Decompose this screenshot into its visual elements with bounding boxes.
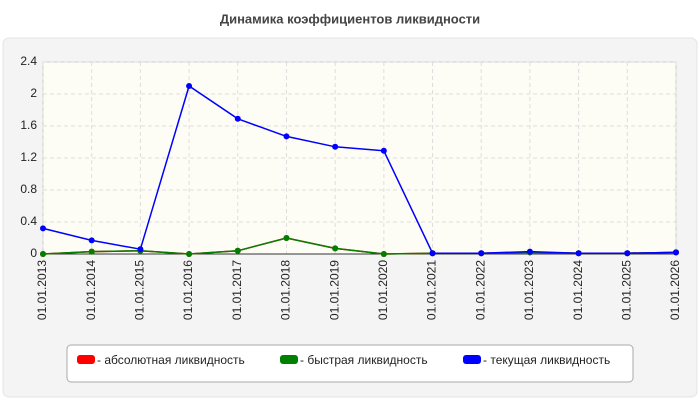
data-point bbox=[624, 250, 631, 257]
legend-label: - быстрая ликвидность bbox=[300, 353, 428, 367]
x-tick-label: 01.01.2024 bbox=[571, 260, 585, 320]
data-point bbox=[40, 251, 46, 257]
x-tick-label: 01.01.2016 bbox=[181, 260, 195, 320]
data-point bbox=[332, 245, 339, 252]
y-tick-label: 2 bbox=[30, 86, 37, 100]
x-tick-label: 01.01.2015 bbox=[133, 260, 147, 320]
x-tick-label: 01.01.2021 bbox=[425, 260, 439, 320]
data-point bbox=[526, 248, 533, 255]
data-point bbox=[575, 250, 582, 257]
x-tick-label: 01.01.2023 bbox=[522, 260, 536, 320]
y-tick-label: 0 bbox=[30, 246, 37, 260]
x-tick-label: 01.01.2013 bbox=[35, 260, 49, 320]
x-tick-label: 01.01.2026 bbox=[668, 260, 682, 320]
data-point bbox=[429, 250, 436, 257]
x-tick-label: 01.01.2017 bbox=[230, 260, 244, 320]
y-tick-label: 1.2 bbox=[20, 150, 37, 164]
legend bbox=[66, 344, 634, 383]
x-tick-label: 01.01.2019 bbox=[327, 260, 341, 320]
data-point bbox=[673, 249, 679, 256]
data-point bbox=[478, 250, 485, 257]
data-point bbox=[380, 251, 387, 257]
data-point bbox=[88, 248, 95, 255]
legend-swatch bbox=[463, 355, 481, 364]
data-point bbox=[137, 246, 144, 253]
y-tick-label: 2.4 bbox=[20, 54, 37, 68]
x-tick-label: 01.01.2014 bbox=[84, 260, 98, 320]
data-point bbox=[186, 83, 193, 89]
data-point bbox=[40, 225, 46, 232]
data-point bbox=[380, 147, 387, 154]
legend-label: - абсолютная ликвидность bbox=[97, 353, 245, 367]
data-point bbox=[186, 251, 193, 257]
data-point bbox=[234, 115, 241, 122]
data-point bbox=[88, 237, 95, 244]
series-line bbox=[42, 84, 677, 254]
x-tick-label: 01.01.2020 bbox=[376, 260, 390, 320]
legend-label: - текущая ликвидность bbox=[483, 353, 610, 367]
chart-title: Динамика коэффициентов ликвидности bbox=[220, 11, 480, 26]
x-tick-label: 01.01.2018 bbox=[279, 260, 293, 320]
y-tick-label: 1.6 bbox=[20, 118, 37, 132]
y-tick-label: 0.4 bbox=[20, 214, 37, 228]
legend-swatch bbox=[77, 355, 95, 364]
data-point bbox=[283, 133, 290, 140]
data-point bbox=[332, 143, 339, 150]
legend-swatch bbox=[280, 355, 298, 364]
data-point bbox=[234, 247, 241, 254]
x-tick-label: 01.01.2025 bbox=[619, 260, 633, 320]
x-tick-label: 01.01.2022 bbox=[473, 260, 487, 320]
data-point bbox=[283, 235, 290, 241]
y-tick-label: 0.8 bbox=[20, 182, 37, 196]
